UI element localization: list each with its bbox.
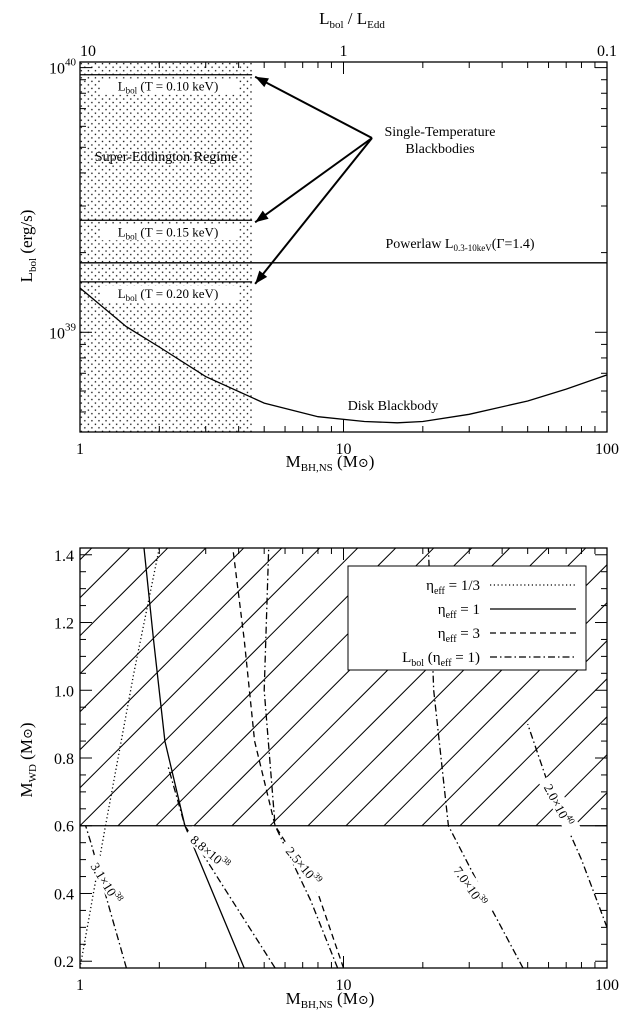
- y-tick-label: 0.4: [54, 886, 74, 903]
- top-tick-label: 10: [80, 43, 96, 60]
- blackbody-label-bg-1: [100, 224, 238, 241]
- top-tick-label: 1: [340, 43, 348, 60]
- arrow-shaft-2: [254, 137, 373, 285]
- contour-label-4: 2.0×1040: [538, 774, 582, 837]
- hatch-line: [80, 548, 245, 713]
- contour-dashed-2: [232, 548, 345, 968]
- x-tick-label: 100: [595, 441, 619, 458]
- y-tick-label: 0.2: [54, 954, 74, 971]
- sun-symbol: ⊙: [20, 728, 35, 739]
- x-tick-label: 1: [76, 441, 84, 458]
- hatch-line: [117, 548, 397, 826]
- blackbody-labels: Lbol (T = 0.10 keV) Lbol (T = 0.15 keV) Lb…: [100, 78, 238, 303]
- top-x-ticks: 1 10 100: [76, 420, 619, 458]
- legend-entry-1: ηeff = 1: [438, 602, 480, 621]
- legend-entry-2: ηeff = 3: [438, 626, 480, 645]
- x-tick-label: 10: [336, 441, 352, 458]
- bottom-y-ticks: 0.2 0.4 0.6 0.8 1.0 1.2 1.4: [54, 548, 607, 971]
- top-tick-label: 0.1: [597, 43, 617, 60]
- top-secondary-axis-label: Lbol / LEdd: [319, 9, 385, 31]
- blackbody-label-2: Lbol (T = 0.20 keV): [118, 286, 219, 303]
- legend-entry-3: Lbol (ηeff = 1): [402, 650, 480, 669]
- y-tick-label: 1.2: [54, 616, 74, 633]
- top-y-ticks: 1039 1040: [49, 57, 607, 413]
- contour-labels: 3.1×1038 8.8×1038 2.5×1039 7.0×1039 2.0×1040: [84, 774, 582, 917]
- hatch-line: [612, 406, 625, 826]
- bottom-y-axis-label: MWD (M⊙): [17, 722, 39, 797]
- hatch-line: [80, 548, 283, 751]
- blackbody-label-0: Lbol (T = 0.10 keV): [118, 79, 219, 96]
- blackbody-label-bg-0: [100, 78, 238, 95]
- disk-blackbody-label: Disk Blackbody: [348, 399, 439, 414]
- bottom-x-axis-label: MBH,NS (M⊙): [286, 989, 375, 1011]
- hatch-line: [80, 548, 321, 789]
- hatch-line: [80, 548, 169, 637]
- hatch-line: [421, 640, 607, 826]
- sun-symbol: ⊙: [358, 992, 369, 1007]
- hatch-line: [535, 754, 607, 826]
- arrow-head-1: [255, 210, 269, 223]
- contour-dotted-0: [80, 548, 160, 968]
- y-tick-label: 0.6: [54, 819, 74, 836]
- x-tick-label: 10: [336, 977, 352, 994]
- hatch-line: [383, 602, 607, 826]
- hatch-line: [80, 548, 207, 675]
- bottom-panel: 3.1×1038 8.8×1038 2.5×1039 7.0×1039 2.0×1040…: [0, 406, 625, 1011]
- x-tick-label: 1: [76, 977, 84, 994]
- blackbody-label-bg-2: [100, 285, 238, 302]
- super-eddington-label: Super-Eddington Regime: [95, 150, 237, 165]
- contour-label-3: 7.0×1039: [447, 856, 496, 917]
- contour-label-1: 8.8×1038: [182, 825, 241, 879]
- sun-symbol: ⊙: [358, 455, 369, 470]
- svg-text:3.1×1038: 3.1×1038: [88, 859, 127, 907]
- disk-blackbody-curve: [80, 287, 607, 424]
- blackbody-level-lines: [80, 74, 253, 283]
- arrow-shaft-0: [254, 75, 373, 139]
- top-x-axis-label: MBH,NS (M⊙): [286, 452, 375, 474]
- blackbodies-label: Blackbodies: [405, 142, 474, 157]
- bottom-plot-area: 3.1×1038 8.8×1038 2.5×1039 7.0×1039 2.0×1040: [0, 406, 625, 968]
- y-tick-label: 1040: [49, 57, 77, 78]
- contour-label-0: 3.1×1038: [84, 852, 131, 914]
- hatch-line: [459, 678, 607, 826]
- y-tick-label: 1.0: [54, 683, 74, 700]
- hatch-line: [497, 716, 607, 826]
- bottom-x-ticks: 1 10 100: [76, 548, 619, 994]
- contour-dashdot-3: [84, 825, 128, 968]
- arrow-head-0: [255, 76, 269, 88]
- powerlaw-label: Powerlaw L0.3-10keV(Γ=1.4): [385, 237, 534, 253]
- hatch-line: [80, 548, 359, 826]
- contour-dashdot-5: [263, 548, 339, 968]
- hatch-line: [0, 406, 6, 826]
- arrow-head-2: [255, 270, 268, 284]
- legend: ηeff = 1/3 ηeff = 1 ηeff = 3 Lbol (ηeff = 1…: [347, 565, 587, 671]
- legend-box: [347, 565, 587, 671]
- y-tick-label: 0.8: [54, 751, 74, 768]
- legend-entry-0: ηeff = 1/3: [426, 578, 480, 597]
- single-temperature-label: Single-Temperature: [385, 125, 496, 140]
- y-tick-label: 1039: [49, 321, 77, 342]
- blackbody-label-1: Lbol (T = 0.15 keV): [118, 224, 219, 241]
- contour-solid-1: [143, 548, 245, 968]
- arrow-shaft-1: [254, 137, 373, 224]
- y-tick-label: 1.4: [54, 548, 74, 565]
- top-panel: 1 10 100 10 1 0.1 1039 1040 Lbol (T = 0.10 ke…: [17, 9, 619, 474]
- hatch-line: [80, 548, 131, 599]
- top-y-axis-label: Lbol (erg/s): [17, 210, 39, 283]
- svg-text:2.5×1039: 2.5×1039: [283, 842, 326, 888]
- top-plot-area: [80, 62, 607, 432]
- blackbody-arrows: [254, 75, 373, 285]
- super-eddington-region: [80, 62, 253, 432]
- x-tick-label: 100: [595, 977, 619, 994]
